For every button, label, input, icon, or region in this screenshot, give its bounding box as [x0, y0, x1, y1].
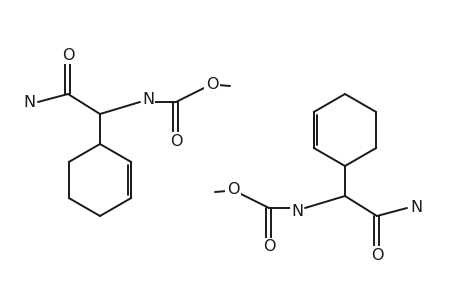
Text: N: N [142, 92, 154, 106]
Text: O: O [262, 239, 274, 254]
Text: O: O [205, 76, 218, 92]
Text: O: O [62, 47, 74, 62]
Text: O: O [169, 134, 182, 148]
Text: N: N [290, 203, 302, 218]
Text: N: N [23, 94, 35, 110]
Text: O: O [370, 248, 382, 262]
Text: O: O [226, 182, 239, 197]
Text: N: N [409, 200, 421, 215]
